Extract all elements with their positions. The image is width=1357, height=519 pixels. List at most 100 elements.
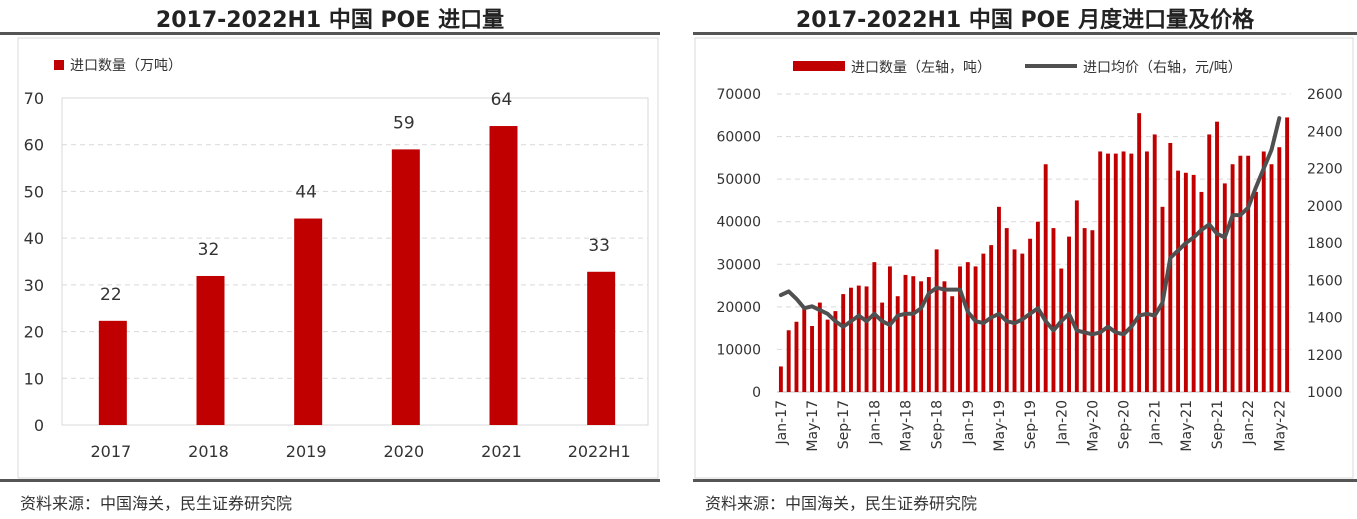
- bar-Jun-17: [817, 302, 822, 392]
- y-left-tick-label: 50000: [716, 172, 761, 188]
- bar-May-18: [903, 274, 908, 392]
- legend-swatch-bar: [793, 61, 845, 71]
- source-note: 资料来源：中国海关，民生证券研究院: [20, 494, 293, 513]
- y-tick-label: 30: [24, 276, 44, 295]
- y-left-tick-label: 70000: [716, 87, 761, 103]
- bar-Oct-17: [849, 287, 853, 392]
- bar-Apr-21: [1176, 170, 1181, 392]
- bar-Jul-20: [1106, 153, 1110, 392]
- bar-Nov-19: [1043, 164, 1048, 392]
- bar-2019: [294, 218, 323, 425]
- bar-Feb-17: [786, 330, 791, 392]
- bar-Aug-20: [1113, 153, 1118, 392]
- y-right-tick-label: 1800: [1307, 236, 1343, 252]
- bar-Nov-21: [1230, 164, 1235, 392]
- bar-2018: [196, 275, 225, 425]
- bar-Jun-20: [1098, 151, 1103, 392]
- bar-2017: [98, 320, 127, 425]
- bar-Aug-21: [1207, 134, 1212, 392]
- bar-Nov-18: [950, 296, 955, 392]
- bar-Nov-17: [856, 285, 861, 392]
- data-label: 59: [393, 113, 415, 133]
- x-tick-label: Sep-18: [930, 400, 946, 449]
- y-left-tick-label: 60000: [716, 130, 761, 146]
- x-tick-label: Jan-18: [867, 400, 883, 445]
- bar-Apr-18: [895, 296, 900, 392]
- y-tick-label: 70: [24, 89, 44, 108]
- monthly-import-price-chart: 进口数量（左轴，吨） 进口均价（右轴，元/吨） 0 10000 20000 30000 40…: [694, 37, 1354, 479]
- x-tick-label: 2020: [383, 442, 424, 461]
- legend-swatch: [54, 60, 64, 70]
- x-tick-label: May-17: [805, 400, 821, 452]
- bar-Jul-19: [1012, 249, 1017, 392]
- panel-monthly-imports-price: 2017-2022H1 中国 POE 月度进口量及价格 进口数量（左轴，吨） 进口…: [693, 0, 1357, 519]
- bar-Mar-22: [1261, 151, 1266, 392]
- y-left-tick-label: 40000: [716, 215, 761, 231]
- x-tick-label: Sep-17: [836, 400, 852, 449]
- x-tick-label: Jan-19: [961, 400, 977, 445]
- title-rule: [0, 32, 660, 35]
- y-left-tick-label: 20000: [716, 300, 761, 316]
- bar-Sep-20: [1121, 151, 1126, 392]
- bar-Dec-18: [958, 266, 962, 392]
- y-right-tick-label: 2000: [1307, 199, 1343, 215]
- panel-annual-imports: 2017-2022H1 中国 POE 进口量 进口数量（万吨） 0 10 20 30 40…: [0, 0, 660, 519]
- bar-Feb-18: [880, 302, 885, 392]
- y-right-tick-label: 2400: [1307, 124, 1343, 140]
- title-rule: [693, 32, 1357, 35]
- bar-Nov-20: [1137, 113, 1142, 393]
- x-tick-label: 2019: [286, 442, 327, 461]
- bar-Jan-17: [778, 366, 783, 392]
- bar-Jan-19: [965, 262, 970, 392]
- chart-title: 2017-2022H1 中国 POE 月度进口量及价格: [795, 8, 1255, 33]
- x-tick-label: 2021: [481, 442, 522, 461]
- annual-import-bar-chart: 进口数量（万吨） 0 10 20 30 40 50 60 70 22 2017 32 2018 44 201…: [17, 37, 659, 479]
- bar-Dec-19: [1051, 228, 1056, 392]
- data-label: 22: [100, 285, 122, 305]
- bar-Jul-21: [1199, 191, 1204, 392]
- bar-May-17: [810, 326, 814, 392]
- y-left-tick-label: 0: [752, 385, 761, 401]
- bar-2020: [391, 149, 420, 425]
- y-right-tick-label: 1000: [1307, 385, 1343, 401]
- bar-Mar-17: [794, 321, 799, 392]
- bar-Sep-18: [934, 249, 939, 392]
- bar-Jan-20: [1059, 268, 1064, 392]
- bar-Jul-18: [919, 281, 924, 392]
- x-tick-label: Jan-22: [1241, 400, 1257, 445]
- x-tick-label: 2017: [90, 442, 131, 461]
- y-right-tick-label: 1200: [1307, 348, 1343, 364]
- y-tick-label: 50: [24, 182, 44, 201]
- x-tick-label: Sep-20: [1117, 400, 1133, 449]
- bar-Jun-19: [1004, 228, 1009, 392]
- bar-Aug-17: [833, 311, 838, 392]
- x-tick-label: May-22: [1272, 400, 1288, 452]
- bar-Apr-20: [1082, 228, 1087, 392]
- plot-border: [61, 97, 649, 426]
- y-right-tick-label: 2200: [1307, 162, 1343, 178]
- legend-label: 进口数量（万吨）: [70, 58, 182, 74]
- bar-May-22: [1277, 147, 1282, 392]
- data-label: 64: [491, 90, 513, 110]
- bar-Jun-18: [911, 276, 916, 392]
- y-tick-label: 20: [24, 323, 44, 342]
- bar-Apr-17: [802, 308, 807, 392]
- bar-May-21: [1183, 172, 1188, 392]
- bar-Dec-17: [864, 286, 869, 392]
- chart-frame: [694, 37, 1354, 479]
- bottom-rule: [0, 479, 660, 482]
- x-tick-label: May-20: [1085, 400, 1101, 452]
- bar-Oct-18: [942, 281, 947, 392]
- bar-Jan-21: [1152, 134, 1157, 392]
- bar-Feb-22: [1254, 191, 1258, 392]
- price-line: [778, 116, 1282, 337]
- bar-Jun-21: [1191, 174, 1196, 392]
- bar-Aug-18: [926, 277, 931, 392]
- bar-May-19: [997, 206, 1001, 392]
- y-right-tick-label: 2600: [1307, 87, 1343, 103]
- legend-label-line: 进口均价（右轴，元/吨）: [1083, 60, 1242, 76]
- bar-Feb-19: [973, 266, 978, 392]
- bar-Mar-20: [1074, 200, 1079, 392]
- y-tick-label: 10: [24, 369, 44, 388]
- bar-Oct-21: [1222, 183, 1227, 392]
